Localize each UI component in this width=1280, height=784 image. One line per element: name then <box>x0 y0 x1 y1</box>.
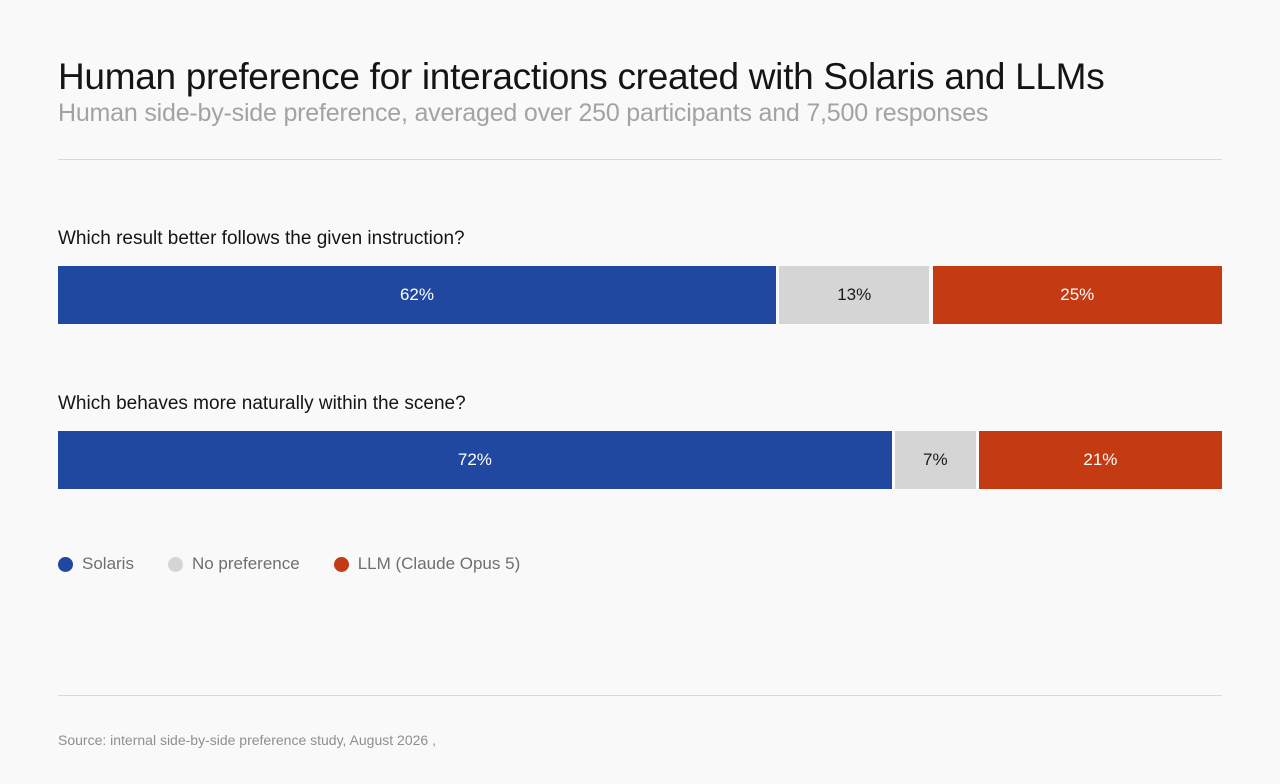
data-label: 13% <box>837 285 872 304</box>
bar-row-1: 62% 13% 25% <box>58 266 1222 324</box>
bar-segment-llm-2: 21% <box>978 431 1222 489</box>
data-label: 21% <box>1083 450 1118 469</box>
data-label: 7% <box>922 450 948 469</box>
legend-swatch-no-preference <box>167 556 183 572</box>
source-note: Source: internal side-by-side preference… <box>58 732 436 748</box>
bar-segment-solaris-1: 62% <box>58 266 776 324</box>
legend: Solaris No preference LLM (Claude Opus 5… <box>58 552 554 576</box>
legend-label-solaris: Solaris <box>82 554 134 573</box>
legend-item-solaris: Solaris <box>58 554 134 574</box>
data-label: 25% <box>1060 285 1095 304</box>
top-divider <box>58 159 1222 160</box>
legend-label-no-preference: No preference <box>191 554 300 573</box>
bar-segment-no-preference-1: 13% <box>778 266 930 324</box>
legend-swatch-llm <box>333 556 349 572</box>
question-label-2: Which behaves more naturally within the … <box>58 393 466 414</box>
chart-title: Human preference for interactions create… <box>58 56 1105 97</box>
question-label-1: Which result better follows the given in… <box>58 228 465 249</box>
legend-swatch-solaris <box>58 556 73 572</box>
bar-segment-solaris-2: 72% <box>58 431 892 489</box>
chart-subtitle: Human side-by-side preference, averaged … <box>58 99 989 127</box>
legend-item-llm: LLM (Claude Opus 5) <box>333 554 521 574</box>
bottom-divider <box>58 695 1222 696</box>
data-label: 62% <box>399 285 434 304</box>
bar-row-2: 72% 7% 21% <box>58 431 1222 489</box>
legend-label-llm: LLM (Claude Opus 5) <box>357 554 521 573</box>
legend-item-no-preference: No preference <box>167 554 300 574</box>
bar-segment-no-preference-2: 7% <box>894 431 976 489</box>
bar-segment-llm-1: 25% <box>932 266 1222 324</box>
data-label: 72% <box>457 450 492 469</box>
